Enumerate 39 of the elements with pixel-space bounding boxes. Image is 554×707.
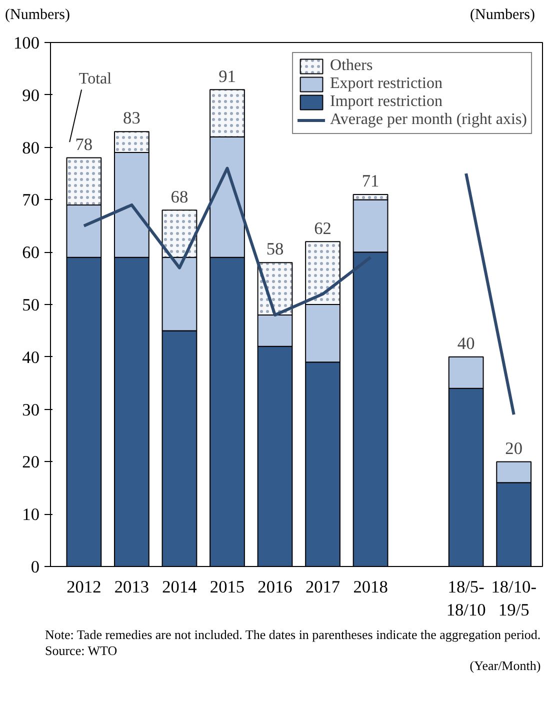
y-tick-label: 60 bbox=[22, 243, 40, 262]
annotation: Total bbox=[78, 70, 112, 88]
y-tick-label: 0 bbox=[30, 558, 40, 576]
total-label: 91 bbox=[218, 66, 236, 86]
total-label: 78 bbox=[75, 134, 93, 154]
total-label: 71 bbox=[362, 172, 380, 191]
x-tick-label: 2013 bbox=[114, 578, 150, 596]
total-label: 58 bbox=[266, 240, 284, 259]
y-tick-label: 50 bbox=[22, 296, 40, 314]
total-label: 20 bbox=[505, 438, 523, 458]
x-tick-label: 2017 bbox=[305, 578, 340, 596]
y-tick-label: 10 bbox=[22, 505, 40, 524]
legend-label: Import restriction bbox=[330, 93, 442, 111]
total-label: 83 bbox=[123, 108, 140, 128]
x-tick-label: 18/10- 19/5 bbox=[491, 578, 537, 620]
source-note: Source: WTO bbox=[45, 642, 118, 658]
x-tick-label: 2012 bbox=[66, 578, 102, 596]
total-label: 68 bbox=[170, 187, 188, 206]
total-label: 62 bbox=[314, 218, 332, 238]
y-tick-label: 100 bbox=[14, 34, 40, 52]
y-axis-title: (Numbers) bbox=[5, 6, 70, 25]
y-tick-label: 20 bbox=[22, 452, 40, 472]
y-tick-label: 80 bbox=[22, 138, 40, 158]
y2-axis-title: (Numbers) bbox=[470, 6, 535, 25]
x-tick-label: 18/5- 18/10 bbox=[446, 578, 486, 620]
x-tick-label: 2015 bbox=[210, 578, 245, 596]
total-label: 40 bbox=[457, 334, 475, 354]
y-tick-label: 70 bbox=[22, 190, 40, 210]
text: Note: Tade remedies are not included. The dates in parentheses indicate the aggregation period. bbox=[45, 627, 541, 643]
legend-label: Others bbox=[330, 57, 373, 75]
y-tick-label: 90 bbox=[22, 86, 40, 105]
legend-label: Export restriction bbox=[330, 75, 442, 93]
x-axis-title: (Year/Month) bbox=[468, 658, 541, 674]
legend-label: Average per month (right axis) bbox=[330, 111, 527, 129]
x-tick-label: 2014 bbox=[162, 578, 198, 596]
y-tick-label: 40 bbox=[22, 348, 40, 367]
y-tick-label: 30 bbox=[22, 400, 40, 420]
x-tick-label: 2016 bbox=[258, 578, 293, 596]
x-tick-label: 2018 bbox=[353, 578, 388, 596]
